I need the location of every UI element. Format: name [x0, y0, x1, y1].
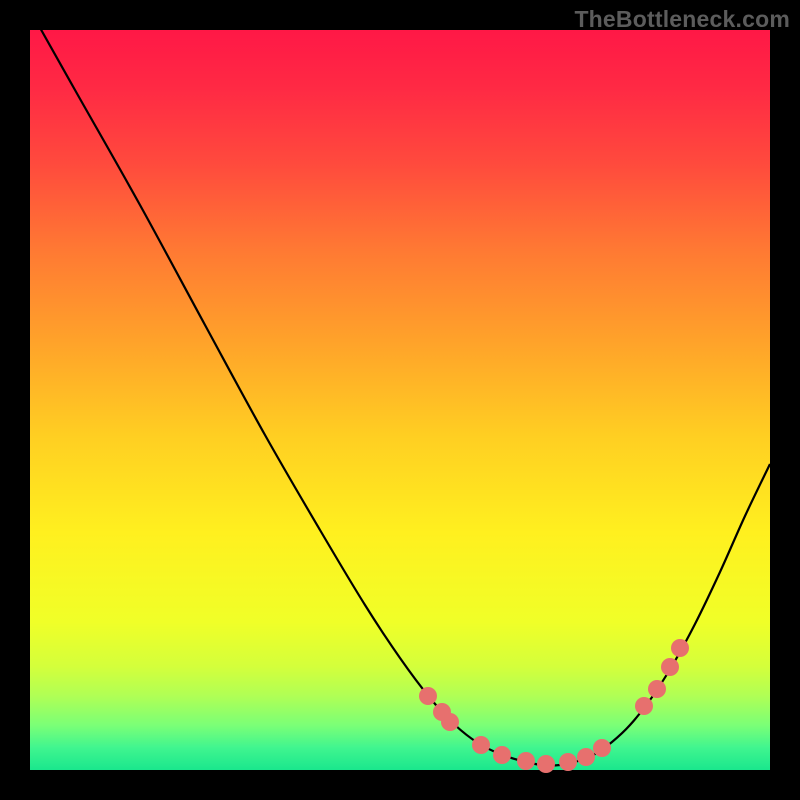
data-marker	[671, 639, 689, 657]
data-marker	[648, 680, 666, 698]
data-marker	[419, 687, 437, 705]
data-marker	[635, 697, 653, 715]
data-marker	[537, 755, 555, 773]
data-marker	[517, 752, 535, 770]
plot-area	[30, 30, 770, 770]
data-marker	[661, 658, 679, 676]
chart-frame: TheBottleneck.com	[0, 0, 800, 800]
curve-path	[30, 10, 770, 766]
data-marker	[472, 736, 490, 754]
data-marker	[559, 753, 577, 771]
data-marker	[441, 713, 459, 731]
bottleneck-curve	[30, 30, 770, 770]
data-marker	[593, 739, 611, 757]
data-marker	[577, 748, 595, 766]
watermark-text[interactable]: TheBottleneck.com	[574, 6, 790, 33]
data-marker	[493, 746, 511, 764]
